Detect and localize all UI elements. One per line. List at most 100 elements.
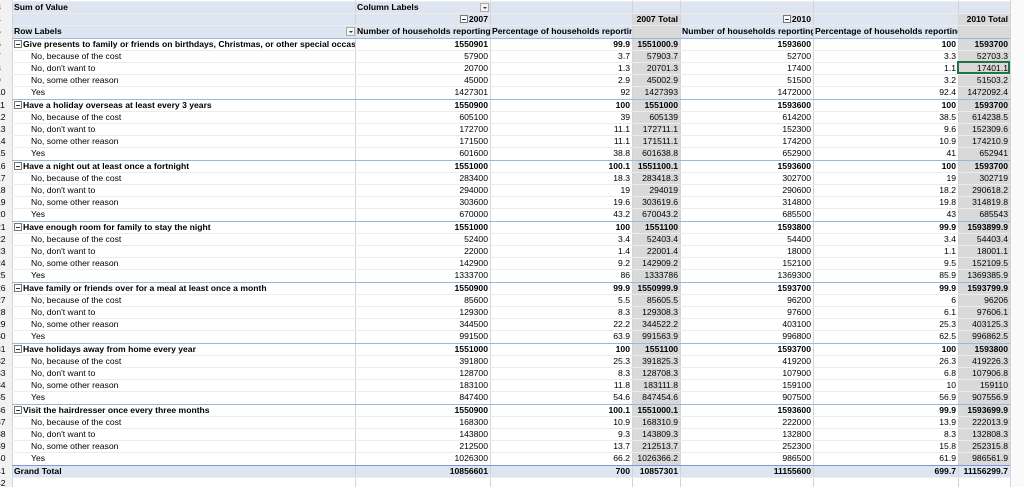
row-number[interactable]: 13 — [0, 124, 6, 134]
collapse-icon[interactable] — [14, 344, 22, 353]
value-cell[interactable]: 1333700 — [454, 270, 488, 281]
value-cell[interactable]: 8.3 — [618, 307, 630, 317]
measure-header[interactable]: Number of households reporting — [357, 26, 490, 37]
value-cell[interactable]: 143809.3 — [642, 429, 678, 439]
value-cell[interactable]: 1593600 — [777, 99, 811, 110]
value-cell[interactable]: 614238.5 — [972, 111, 1008, 122]
value-cell[interactable]: 283400 — [459, 172, 488, 183]
row-number[interactable]: 15 — [0, 148, 6, 159]
value-cell[interactable]: 51500 — [787, 75, 811, 86]
value-cell[interactable]: 1551100.1 — [637, 160, 678, 171]
value-cell[interactable]: 1550901 — [454, 38, 488, 49]
row-number[interactable]: 11 — [0, 99, 5, 110]
collapse-icon[interactable] — [782, 15, 791, 24]
value-cell[interactable]: 294019 — [649, 185, 678, 195]
item-label[interactable]: No, because of the cost — [31, 416, 122, 427]
value-cell[interactable]: 1593800 — [974, 343, 1008, 354]
value-cell[interactable]: 18001.1 — [976, 246, 1008, 256]
value-cell[interactable]: 25.3 — [613, 355, 630, 366]
value-cell[interactable]: 1551100 — [645, 221, 678, 232]
item-label[interactable]: No, some other reason — [31, 441, 119, 452]
value-cell[interactable]: 3.4 — [944, 233, 956, 244]
value-cell[interactable]: 100.1 — [608, 404, 630, 415]
value-cell[interactable]: 302719 — [979, 172, 1008, 183]
value-cell[interactable]: 1550900 — [454, 99, 488, 110]
total-header[interactable]: 2007 Total — [636, 14, 678, 25]
item-label[interactable]: No, some other reason — [31, 258, 119, 269]
value-cell[interactable]: 152109.5 — [972, 258, 1008, 269]
value-cell[interactable]: 52700 — [787, 50, 811, 61]
value-cell[interactable]: 290600 — [782, 185, 811, 195]
value-cell[interactable]: 171511.1 — [642, 136, 678, 147]
value-cell[interactable]: 419200 — [782, 355, 811, 366]
row-number[interactable]: 27 — [0, 294, 6, 305]
value-cell[interactable]: 107900 — [782, 368, 811, 378]
value-cell[interactable]: 100 — [615, 343, 630, 354]
value-cell[interactable]: 1593700 — [974, 160, 1008, 171]
row-number[interactable]: 14 — [0, 136, 6, 147]
value-cell[interactable]: 100 — [615, 99, 630, 110]
value-cell[interactable]: 99.9 — [939, 221, 956, 232]
value-cell[interactable]: 1593800 — [777, 221, 811, 232]
item-label[interactable]: Yes — [31, 209, 46, 220]
value-cell[interactable]: 56.9 — [939, 392, 956, 403]
value-cell[interactable]: 391800 — [459, 355, 488, 366]
grand-total-label[interactable]: Grand Total — [14, 465, 62, 476]
value-cell[interactable]: 43.2 — [613, 209, 630, 220]
value-cell[interactable]: 1551000 — [454, 221, 488, 232]
row-number[interactable]: 10 — [0, 87, 6, 98]
column-labels[interactable]: Column Labels — [357, 2, 419, 12]
value-cell[interactable]: 51503.2 — [976, 75, 1008, 86]
group-label[interactable]: Have a holiday overseas at least every 3… — [12, 99, 355, 111]
value-cell[interactable]: 986561.9 — [972, 453, 1008, 464]
row-number[interactable]: 26 — [0, 282, 6, 293]
value-cell[interactable]: 670043.2 — [642, 209, 678, 220]
value-cell[interactable]: 20701.3 — [646, 63, 678, 73]
value-cell[interactable]: 252300 — [782, 441, 811, 452]
value-cell[interactable]: 1.3 — [618, 63, 630, 73]
value-cell[interactable]: 183100 — [459, 380, 488, 391]
value-cell[interactable]: 100 — [941, 160, 956, 171]
value-cell[interactable]: 10857301 — [639, 465, 678, 476]
row-number[interactable]: 35 — [0, 392, 6, 403]
value-cell[interactable]: 1.4 — [618, 246, 630, 256]
value-cell[interactable]: 5.5 — [618, 294, 630, 305]
value-cell[interactable]: 99.9 — [939, 404, 956, 415]
value-cell[interactable]: 283418.3 — [642, 172, 678, 183]
value-cell[interactable]: 129300 — [459, 307, 488, 317]
value-cell[interactable]: 129308.3 — [642, 307, 678, 317]
value-cell[interactable]: 183111.8 — [643, 380, 678, 391]
value-cell[interactable]: 9.2 — [618, 258, 630, 269]
value-cell[interactable]: 601600 — [459, 148, 488, 159]
value-cell[interactable]: 1026300 — [454, 453, 488, 464]
value-cell[interactable]: 3.7 — [618, 50, 630, 61]
value-cell[interactable]: 128708.3 — [642, 368, 678, 378]
item-label[interactable]: No, some other reason — [31, 197, 119, 208]
value-cell[interactable]: 100 — [941, 343, 956, 354]
value-cell[interactable]: 97606.1 — [976, 307, 1008, 317]
collapse-icon[interactable] — [14, 161, 22, 170]
item-label[interactable]: Yes — [31, 148, 46, 159]
value-cell[interactable]: 1551000.9 — [637, 38, 678, 49]
value-cell[interactable]: 97600 — [787, 307, 811, 317]
value-cell[interactable]: 52400 — [464, 233, 488, 244]
value-cell[interactable]: 605139 — [649, 111, 678, 122]
value-cell[interactable]: 2.9 — [618, 75, 630, 86]
value-cell[interactable]: 17401.1 — [976, 63, 1008, 73]
value-cell[interactable]: 85600 — [464, 294, 488, 305]
row-number[interactable]: 28 — [0, 307, 6, 317]
value-cell[interactable]: 100.1 — [608, 160, 630, 171]
value-cell[interactable]: 100 — [941, 38, 956, 49]
value-cell[interactable]: 1026366.2 — [637, 453, 678, 464]
value-cell[interactable]: 15.8 — [939, 441, 956, 452]
value-cell[interactable]: 1593700 — [777, 343, 811, 354]
value-cell[interactable]: 699.7 — [934, 465, 956, 476]
row-number[interactable]: 17 — [0, 172, 6, 183]
value-cell[interactable]: 107906.8 — [972, 368, 1008, 378]
row-number[interactable]: 33 — [0, 368, 6, 378]
row-number[interactable]: 19 — [0, 197, 6, 208]
value-cell[interactable]: 907556.9 — [972, 392, 1008, 403]
value-cell[interactable]: 172711.1 — [642, 124, 678, 134]
item-label[interactable]: No, don't want to — [31, 124, 96, 134]
value-cell[interactable]: 96200 — [787, 294, 811, 305]
